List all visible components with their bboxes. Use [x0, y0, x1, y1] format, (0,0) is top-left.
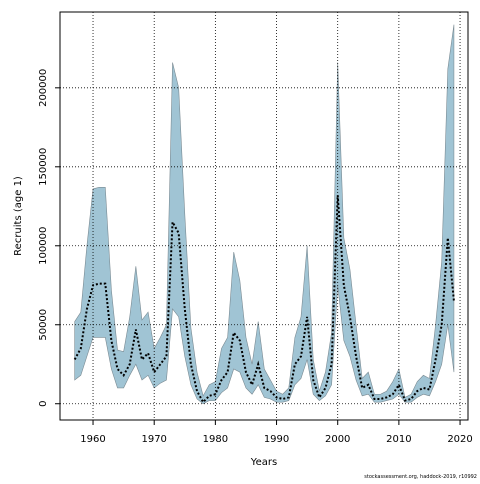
y-tick-label: 200000 [38, 69, 49, 107]
x-axis-label: Years [250, 457, 277, 468]
x-tick-label: 1960 [80, 434, 105, 445]
x-tick-label: 2010 [386, 434, 411, 445]
x-tick-label: 1970 [141, 434, 166, 445]
y-tick-label: 150000 [38, 148, 49, 186]
x-tick-label: 1990 [264, 434, 289, 445]
y-tick-label: 0 [38, 401, 49, 407]
median-line [73, 195, 455, 404]
plot-frame [59, 11, 469, 421]
x-tick-label: 2000 [325, 434, 350, 445]
x-tick-label: 2020 [447, 434, 472, 445]
x-tick-label: 1980 [203, 434, 228, 445]
y-axis-label: Recruits (age 1) [13, 176, 24, 256]
caption: stockassessment.org, haddock-2019, r1099… [364, 474, 477, 480]
y-tick-label: 100000 [38, 227, 49, 265]
y-tick-label: 50000 [38, 309, 49, 341]
confidence-band [74, 24, 455, 405]
